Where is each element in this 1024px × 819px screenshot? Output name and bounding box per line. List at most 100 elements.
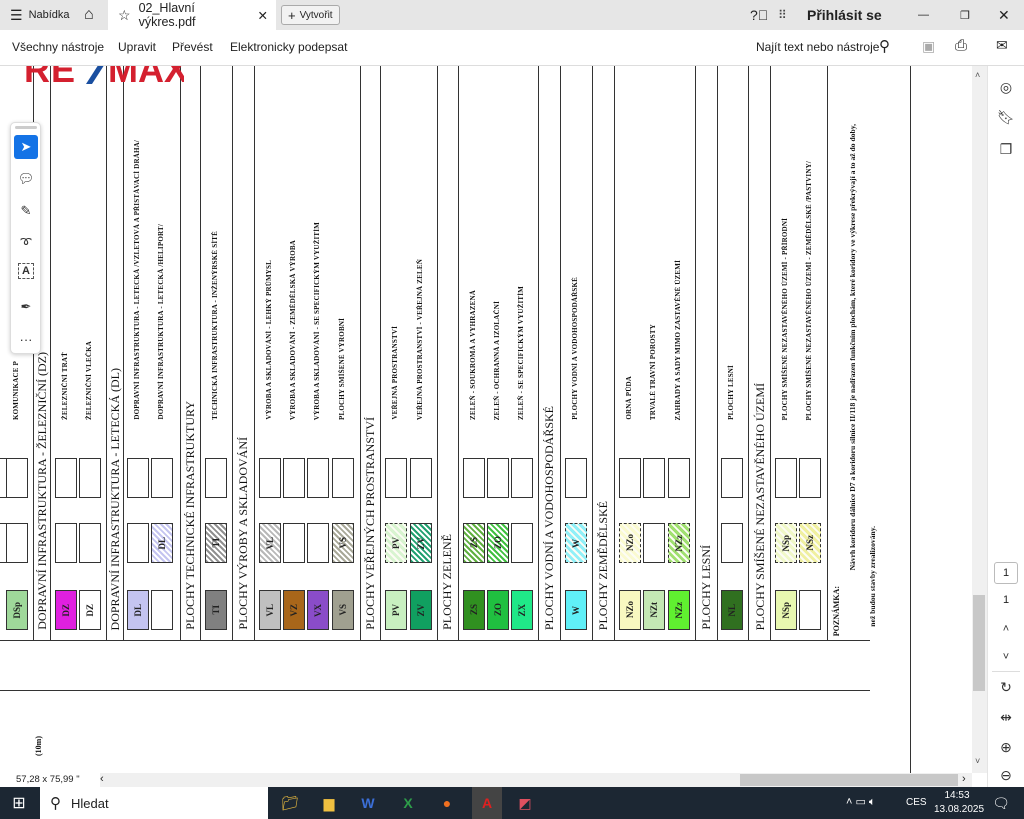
swatch-code: PV bbox=[391, 604, 401, 616]
drag-handle[interactable] bbox=[15, 126, 37, 129]
file-manager-icon[interactable]: ▆ bbox=[323, 794, 335, 811]
next-page-icon[interactable]: ˅ bbox=[1002, 651, 1010, 663]
clock-time[interactable]: 14:53 bbox=[944, 790, 970, 801]
legend-item-label: DOPRAVNÍ INFRASTRUKTURA - LETECKÁ /VZLET… bbox=[133, 140, 141, 420]
taskbar-search[interactable]: ⚲ Hledat bbox=[40, 787, 268, 819]
legend-swatch-empty bbox=[565, 458, 587, 498]
horizontal-scrollbar[interactable]: ‹ › bbox=[100, 773, 972, 787]
lasso-draw-icon[interactable]: ➰︎ bbox=[20, 235, 32, 250]
scroll-up-icon[interactable]: ˄ bbox=[975, 70, 981, 80]
comment-icon[interactable]: 💬︎ bbox=[17, 171, 35, 186]
menu-e-sign[interactable]: Elektronicky podepsat bbox=[230, 40, 348, 54]
comments-panel-icon[interactable]: ◎ bbox=[999, 78, 1013, 95]
search-icon: ⚲ bbox=[50, 795, 61, 812]
legend-section-header: PLOCHY SMÍŠENÉ NEZASTAVĚNÉHO ÚZEMÍ bbox=[753, 382, 767, 630]
scroll-right-icon[interactable]: › bbox=[962, 773, 966, 785]
menu-all-tools[interactable]: Všechny nástroje bbox=[12, 40, 105, 54]
vertical-scroll-thumb[interactable] bbox=[973, 595, 985, 691]
legend-swatch-zs: ZS bbox=[463, 523, 485, 563]
horizontal-scroll-thumb[interactable] bbox=[740, 774, 958, 786]
save-icon[interactable]: ▣ bbox=[922, 38, 936, 54]
page-number-input[interactable]: 1 bbox=[994, 562, 1018, 584]
tray-icons[interactable]: ˄ ▭ 🔈︎ bbox=[846, 796, 876, 808]
swatch-code: ZO bbox=[493, 603, 503, 617]
pdf-app-icon[interactable]: ◩ bbox=[518, 794, 532, 811]
column-divider bbox=[180, 66, 181, 640]
vertical-scrollbar[interactable]: ˄ ˅ bbox=[972, 66, 987, 773]
legend-swatch-zv: ZV bbox=[410, 523, 432, 563]
previous-page-icon[interactable]: ˄ bbox=[1002, 623, 1010, 635]
swatch-code: ZS bbox=[469, 604, 479, 616]
scroll-left-icon[interactable]: ‹ bbox=[100, 773, 104, 785]
excel-icon[interactable]: X bbox=[403, 795, 413, 811]
find-tools-search[interactable]: Najít text nebo nástroje bbox=[756, 40, 880, 54]
text-box-icon[interactable]: A bbox=[18, 263, 34, 279]
zoom-in-icon[interactable]: ⊕ bbox=[1000, 738, 1012, 755]
legend-swatch-nzz: NZz bbox=[668, 590, 690, 630]
swatch-code: NSp bbox=[781, 601, 791, 619]
home-icon[interactable]: ⌂ bbox=[84, 6, 94, 23]
windows-start-icon[interactable]: ⊞ bbox=[12, 795, 26, 812]
legend-swatch-empty bbox=[55, 523, 77, 563]
swatch-code: VX bbox=[313, 603, 323, 617]
help-icon[interactable]: ?⃝ bbox=[750, 7, 769, 23]
print-icon[interactable]: ⎙ bbox=[955, 37, 968, 54]
legend-item-label: ZELEŇ - SE SPECIFICKÝM VYUŽITÍM bbox=[517, 285, 525, 420]
legend-swatch-pv: PV bbox=[385, 523, 407, 563]
menu-convert[interactable]: Převést bbox=[172, 40, 213, 54]
sign-icon[interactable]: ✒ bbox=[20, 299, 32, 314]
minimize-icon[interactable]: — bbox=[918, 9, 929, 21]
search-icon[interactable]: ⚲ bbox=[879, 38, 890, 55]
legend-section-header: DOPRAVNÍ INFRASTRUKTURA - LETECKÁ (DL) bbox=[108, 367, 122, 630]
word-icon[interactable]: W bbox=[361, 795, 375, 811]
scroll-down-icon[interactable]: ˅ bbox=[975, 756, 981, 766]
notifications-icon[interactable]: 🗨︎ bbox=[992, 794, 1010, 811]
close-window-icon[interactable]: ✕ bbox=[998, 6, 1010, 23]
legend-swatch-empty bbox=[511, 458, 533, 498]
acrobat-icon[interactable]: A bbox=[472, 787, 502, 819]
legend-swatch-empty bbox=[6, 458, 28, 498]
sign-in-button[interactable]: Přihlásit se bbox=[807, 7, 882, 23]
tab-document[interactable]: ☆ 02_Hlavní výkres.pdf ✕ bbox=[108, 0, 276, 30]
swatch-code: NL bbox=[727, 603, 737, 617]
highlighter-icon[interactable]: ✎ bbox=[20, 203, 32, 218]
pdf-document-view[interactable]: DSp KOMUNIKACE P DOPRAVNÍ INFRASTRUKTURA -… bbox=[0, 66, 972, 773]
legend-swatch-empty bbox=[775, 458, 797, 498]
more-tools-icon[interactable]: ··· bbox=[19, 331, 33, 347]
rotate-icon[interactable]: ↻ bbox=[1000, 678, 1012, 695]
scale-fragment: (10m) bbox=[34, 736, 43, 756]
restore-icon[interactable]: ❐ bbox=[960, 9, 970, 22]
column-divider bbox=[123, 66, 124, 640]
apps-icon[interactable]: ⠿ bbox=[778, 8, 787, 22]
legend-swatch-empty bbox=[151, 458, 173, 498]
menu-edit[interactable]: Upravit bbox=[118, 40, 157, 54]
explorer-app-icon[interactable]: 📁︎ bbox=[281, 794, 299, 811]
swatch-code: NZz bbox=[674, 601, 684, 619]
create-button[interactable]: + Vytvořit bbox=[281, 5, 340, 25]
legend-swatch-dz: DZ bbox=[79, 590, 101, 630]
language-indicator[interactable]: CES bbox=[906, 797, 927, 808]
select-cursor-icon[interactable]: ➤ bbox=[14, 135, 38, 159]
floating-tools-panel: ➤ 💬︎ ✎ ➰︎ A ✒ ··· bbox=[10, 122, 41, 354]
column-divider bbox=[717, 66, 718, 640]
bookmarks-icon[interactable]: 🔖︎ bbox=[997, 108, 1015, 125]
swatch-code: NZo bbox=[625, 601, 635, 619]
close-tab-icon[interactable]: ✕ bbox=[257, 8, 268, 23]
zoom-out-icon[interactable]: ⊖ bbox=[1000, 766, 1012, 783]
legend-item-label: TRVALÉ TRAVNÍ POROSTY bbox=[649, 323, 657, 420]
column-divider bbox=[538, 66, 539, 640]
swatch-code: ZV bbox=[416, 536, 426, 550]
clock-date[interactable]: 13.08.2025 bbox=[934, 804, 985, 815]
email-icon[interactable]: ✉ bbox=[996, 37, 1008, 53]
swatch-code: W bbox=[571, 538, 581, 548]
fit-page-icon[interactable]: ⇹ bbox=[1000, 708, 1012, 725]
swatch-code: NZo bbox=[625, 534, 635, 552]
legend-swatch-empty bbox=[799, 590, 821, 630]
menu-button[interactable]: ☰ Nabídka bbox=[10, 6, 70, 23]
firefox-icon[interactable]: ● bbox=[442, 795, 452, 811]
tab-bar: ☰ Nabídka ⌂ ☆ 02_Hlavní výkres.pdf ✕ + Vytvo… bbox=[0, 0, 1024, 30]
star-icon[interactable]: ☆ bbox=[118, 6, 131, 23]
note-title: POZNÁMKA: bbox=[832, 586, 841, 637]
pages-icon[interactable]: ❐ bbox=[999, 140, 1013, 157]
column-divider bbox=[827, 66, 828, 640]
